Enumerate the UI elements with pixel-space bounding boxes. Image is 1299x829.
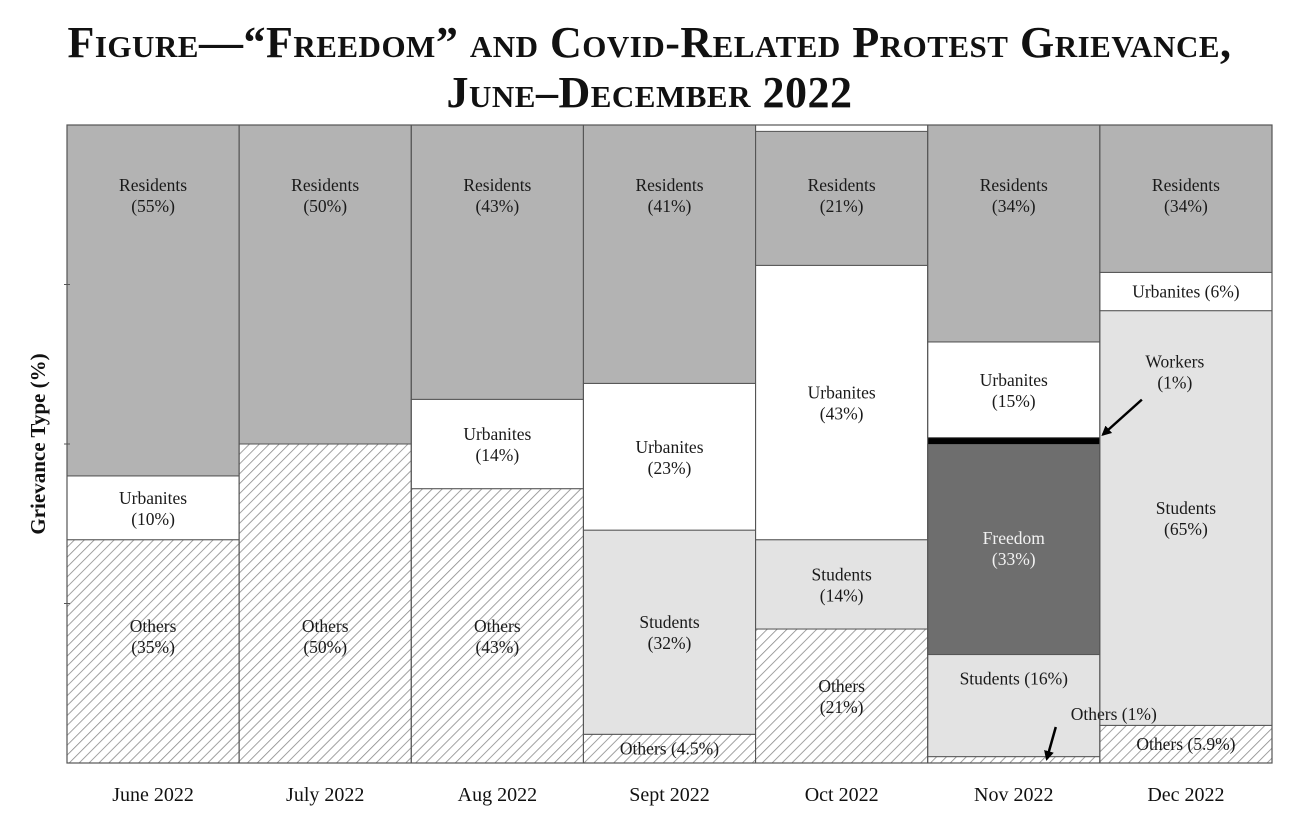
bar-segment-others-dec-2022 (1099, 724, 1273, 764)
label-students-dec-2022: Students (1156, 498, 1216, 518)
chart-subtitle: June–December 2022 (446, 68, 853, 117)
label-urbanites-dec-2022: Urbanites (6%) (1132, 282, 1240, 302)
label-residents-oct-2022: Residents (808, 175, 876, 195)
x-tick-dec-2022: Dec 2022 (1147, 784, 1224, 806)
label-others-nov-2022: Others (1%) (1071, 704, 1157, 724)
x-tick-oct-2022: Oct 2022 (805, 784, 879, 806)
chart-title: Figure—“Freedom” and Covid-Related Prote… (67, 18, 1232, 67)
x-tick-nov-2022: Nov 2022 (974, 784, 1053, 806)
bar-segment-students-nov-2022 (927, 654, 1101, 758)
label-pct-residents-nov-2022: (34%) (992, 196, 1036, 216)
label-urbanites-june-2022: Urbanites (119, 488, 187, 508)
bar-segment-others-aug-2022 (410, 488, 584, 764)
label-students-nov-2022: Students (16%) (960, 669, 1069, 689)
label-pct-residents-dec-2022: (34%) (1164, 196, 1208, 216)
workers-arrow (1101, 398, 1143, 436)
label-pct-urbanites-oct-2022: (43%) (820, 404, 864, 424)
label-residents-aug-2022: Residents (463, 175, 531, 195)
bar-segment-others-june-2022 (66, 539, 240, 764)
bar-segment-urbanites-dec-2022 (1099, 271, 1273, 312)
bar-segment-urbanites-aug-2022 (410, 398, 584, 490)
bar-segment-urbanites-sept-2022 (582, 382, 757, 531)
label-pct-residents-oct-2022: (21%) (820, 196, 864, 216)
bar-segment-others-nov-2022 (927, 756, 1101, 764)
bar-segment-residents-dec-2022 (1099, 124, 1273, 273)
label-pct-residents-aug-2022: (43%) (475, 196, 519, 216)
label-pct-others-oct-2022: (21%) (820, 697, 864, 717)
label-residents-nov-2022: Residents (980, 175, 1048, 195)
bar-segment-freedom-nov-2022 (927, 443, 1101, 656)
bar-segment-others-oct-2022 (755, 628, 929, 764)
label-others-oct-2022: Others (818, 676, 865, 696)
label-pct-freedom-nov-2022: (33%) (992, 549, 1036, 569)
label-pct-students-dec-2022: (65%) (1164, 519, 1208, 539)
label-pct-residents-sept-2022: (41%) (648, 196, 692, 216)
bar-segment-students-sept-2022 (582, 529, 757, 735)
bar-segment-residents-june-2022 (66, 124, 240, 477)
bar-segment-residents-nov-2022 (927, 124, 1101, 343)
label-residents-dec-2022: Residents (1152, 175, 1220, 195)
bar-segment-others-july-2022 (238, 443, 412, 764)
label-students-sept-2022: Students (639, 612, 699, 632)
label-residents-july-2022: Residents (291, 175, 359, 195)
label-residents-sept-2022: Residents (635, 175, 703, 195)
label-pct-workers-nov-2022: (1%) (1157, 373, 1192, 393)
x-tick-july-2022: July 2022 (286, 784, 364, 806)
label-urbanites-sept-2022: Urbanites (635, 437, 703, 457)
label-pct-urbanites-nov-2022: (15%) (992, 391, 1036, 411)
x-tick-aug-2022: Aug 2022 (458, 784, 537, 806)
bar-segment-residents-july-2022 (238, 124, 412, 445)
bar-segment-students-oct-2022 (755, 539, 929, 630)
label-others-july-2022: Others (302, 616, 349, 636)
bar-segment-urbanites-nov-2022 (927, 341, 1101, 439)
label-pct-others-aug-2022: (43%) (475, 637, 519, 657)
label-pct-students-sept-2022: (32%) (648, 633, 692, 653)
x-tick-sept-2022: Sept 2022 (629, 784, 710, 806)
label-residents-june-2022: Residents (119, 175, 187, 195)
label-pct-urbanites-aug-2022: (14%) (475, 445, 519, 465)
bar-segment-residents-sept-2022 (582, 124, 757, 384)
segment-labels: Others(35%)Urbanites(10%)Residents(55%)O… (119, 175, 1240, 761)
label-pct-urbanites-june-2022: (10%) (131, 509, 175, 529)
label-pct-residents-june-2022: (55%) (131, 196, 175, 216)
label-others-aug-2022: Others (474, 616, 521, 636)
label-pct-residents-july-2022: (50%) (303, 196, 347, 216)
bar-segment-workers-nov-2022 (927, 437, 1100, 444)
y-axis-label: Grievance Type (%) (26, 353, 50, 534)
label-others-dec-2022: Others (5.9%) (1136, 734, 1235, 754)
label-pct-others-june-2022: (35%) (131, 637, 175, 657)
others-arrow (1044, 726, 1057, 761)
label-pct-others-july-2022: (50%) (303, 637, 347, 657)
label-students-oct-2022: Students (811, 564, 871, 584)
label-pct-students-oct-2022: (14%) (820, 585, 864, 605)
label-urbanites-nov-2022: Urbanites (980, 370, 1048, 390)
label-others-june-2022: Others (130, 616, 177, 636)
label-freedom-nov-2022: Freedom (983, 528, 1046, 548)
label-urbanites-aug-2022: Urbanites (463, 424, 531, 444)
bar-segment-residents-aug-2022 (410, 124, 584, 400)
axis: June 2022 July 2022 Aug 2022 Sept 2022 Oct 2… (26, 124, 1273, 806)
label-others-sept-2022: Others (4.5%) (620, 739, 719, 759)
label-urbanites-oct-2022: Urbanites (808, 383, 876, 403)
bar-segments (66, 124, 1273, 764)
label-workers-nov-2022: Workers (1145, 352, 1204, 372)
label-pct-urbanites-sept-2022: (23%) (648, 458, 692, 478)
bar-segment-students-dec-2022 (1099, 310, 1273, 726)
x-tick-june-2022: June 2022 (112, 784, 194, 806)
